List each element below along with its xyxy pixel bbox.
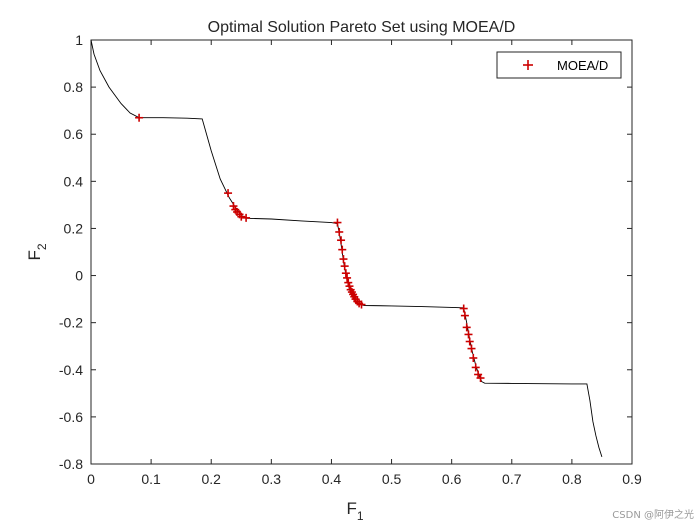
moead-point <box>476 374 485 383</box>
y-tick-label: -0.4 <box>59 362 83 378</box>
moead-point <box>459 304 468 313</box>
y-axis-label: F2 <box>25 243 49 260</box>
chart-title: Optimal Solution Pareto Set using MOEA/D <box>208 19 516 36</box>
moead-point <box>469 354 478 362</box>
moead-point <box>135 113 144 122</box>
watermark: CSDN @阿伊之光 <box>612 510 694 521</box>
x-axis-label: F1 <box>346 499 363 523</box>
x-axis-label-subscript: 1 <box>357 509 364 523</box>
legend: MOEA/D <box>496 51 622 79</box>
y-tick-label: 0.2 <box>64 220 84 236</box>
moead-point <box>242 213 251 222</box>
moead-point <box>340 262 349 271</box>
moead-point <box>224 189 233 198</box>
y-tick-label: 0 <box>75 268 83 284</box>
y-axis-label-main: F <box>25 250 44 260</box>
x-tick-label: 0.7 <box>502 471 522 487</box>
moead-point <box>343 273 352 282</box>
y-tick-label: -0.6 <box>59 409 83 425</box>
moead-point <box>229 202 238 211</box>
moead-markers <box>135 113 485 383</box>
moead-point <box>464 330 473 339</box>
y-tick-label: 0.8 <box>64 79 84 95</box>
moead-point <box>344 278 353 287</box>
moead-point <box>345 282 354 291</box>
y-tick-label: -0.2 <box>59 315 83 331</box>
y-tick-label: 0.4 <box>64 173 84 189</box>
axes-box <box>90 39 633 465</box>
moead-point <box>357 300 366 309</box>
moead-point <box>333 218 342 227</box>
y-tick-label: 1 <box>75 32 83 48</box>
y-axis-label-subscript: 2 <box>35 243 49 250</box>
x-tick-label: 0.4 <box>322 471 342 487</box>
x-tick-label: 0.9 <box>622 471 642 487</box>
moead-point <box>337 236 346 245</box>
moead-point <box>471 363 480 372</box>
legend-marker-icon <box>523 60 533 70</box>
moead-point <box>465 337 474 346</box>
x-tick-label: 0.3 <box>262 471 282 487</box>
moead-point <box>339 255 348 264</box>
moead-point <box>237 212 246 221</box>
moead-point <box>341 269 350 278</box>
x-tick-label: 0.5 <box>382 471 402 487</box>
x-tick-label: 0.6 <box>442 471 462 487</box>
axes: 0 0.1 0.2 0.3 0.4 0.5 0.6 0.7 0.8 0.9 1 0.8 0.6 0.4 0.… <box>59 32 642 487</box>
legend-label: MOEA/D <box>557 58 608 73</box>
y-tick-label: -0.8 <box>59 456 83 472</box>
moead-point <box>460 311 469 320</box>
y-tick-label: 0.6 <box>64 126 84 142</box>
legend-box <box>496 51 622 79</box>
x-axis-label-main: F <box>346 499 356 518</box>
plot-area <box>91 40 632 464</box>
moead-point <box>467 344 476 353</box>
moead-point <box>335 227 344 236</box>
moead-point <box>338 245 347 254</box>
moead-point <box>462 323 471 332</box>
x-tick-label: 0.2 <box>201 471 221 487</box>
x-tick-label: 0.1 <box>141 471 161 487</box>
x-tick-label: 0 <box>87 471 95 487</box>
x-tick-label: 0.8 <box>562 471 582 487</box>
